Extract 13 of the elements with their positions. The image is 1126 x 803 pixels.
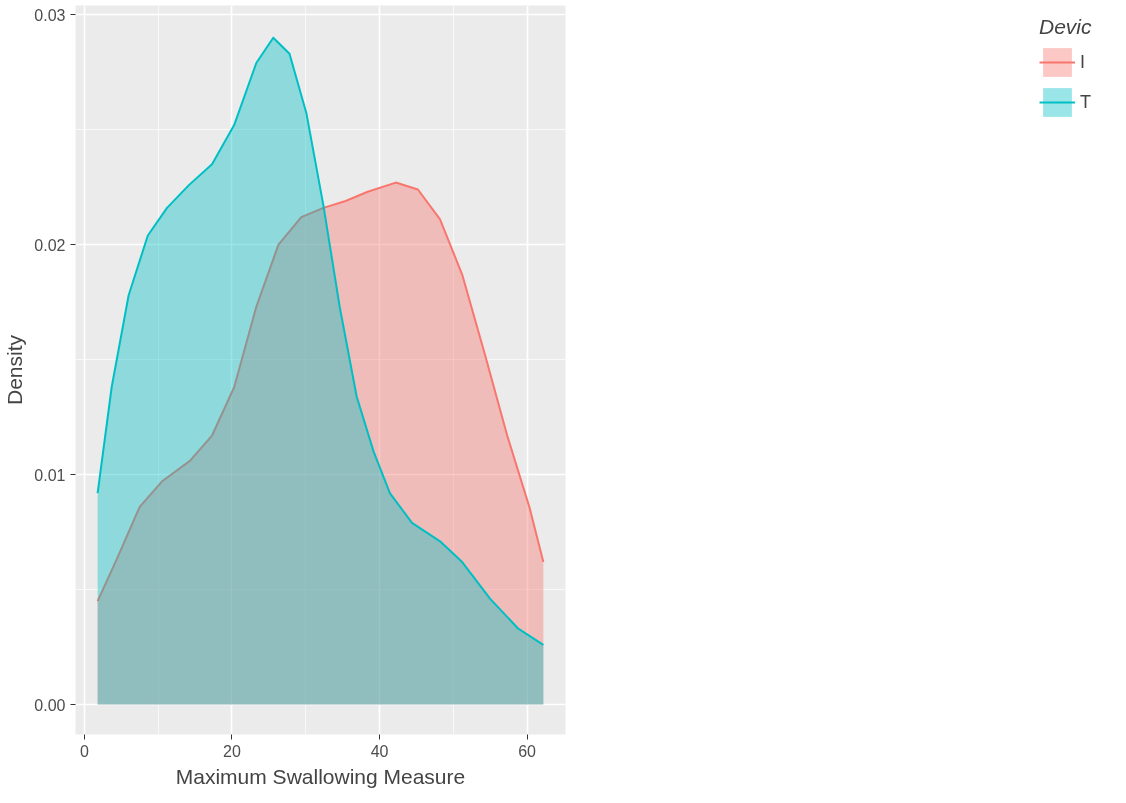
- y-tick-label: 0.02: [34, 236, 66, 254]
- legend-label: T: [1080, 91, 1092, 113]
- y-tick-label: 0.01: [34, 466, 66, 484]
- legend-title: Devic: [1039, 15, 1093, 39]
- legend-label: I: [1080, 51, 1086, 73]
- y-axis-title: Density: [3, 334, 27, 406]
- x-axis-title: Maximum Swallowing Measure: [175, 764, 466, 788]
- x-tick-label: 20: [223, 742, 241, 760]
- x-tick-label: 40: [370, 742, 389, 760]
- x-tick-label: 0: [79, 742, 89, 760]
- y-tick-label: 0.03: [34, 6, 66, 24]
- y-tick-label: 0.00: [34, 696, 66, 714]
- x-tick-label: 60: [518, 742, 537, 760]
